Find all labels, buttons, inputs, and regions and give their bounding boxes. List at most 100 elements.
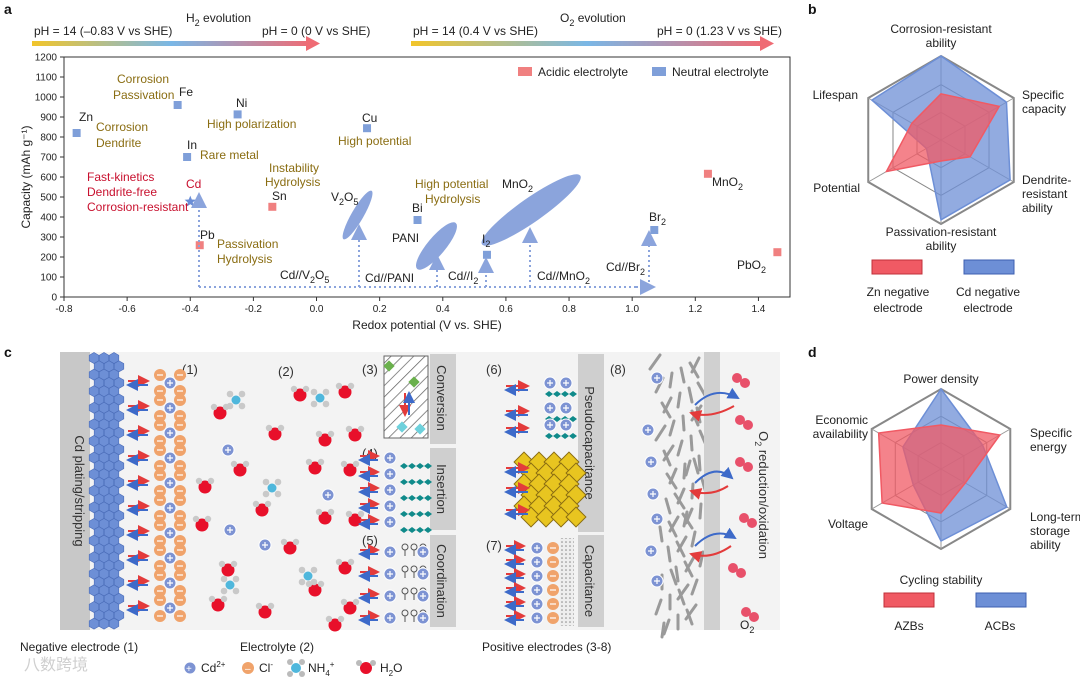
note-cd-3: Corrosion-resistant bbox=[87, 200, 189, 214]
x-tick-label: 0.6 bbox=[499, 304, 513, 315]
label-insertion: Insertion bbox=[434, 464, 449, 514]
note-sn-2: Hydrolysis bbox=[265, 175, 320, 189]
carbon-fiber bbox=[668, 515, 680, 533]
carbon-fiber bbox=[676, 583, 690, 601]
legend-acb: ACBs bbox=[985, 619, 1016, 633]
note-in: Rare metal bbox=[200, 148, 259, 162]
num-5: (5) bbox=[362, 533, 378, 548]
cd-hexagon-array bbox=[88, 352, 125, 630]
carbon-fiber bbox=[682, 510, 689, 528]
cell-cd-pani: Cd//PANI bbox=[365, 271, 414, 285]
x-tick-label: 0.0 bbox=[310, 304, 324, 315]
nh4-ion bbox=[231, 395, 241, 405]
label-o2-redox: O2 reduction/oxidation bbox=[753, 431, 771, 559]
neg-electrode-collector bbox=[60, 352, 90, 630]
o2-molecule bbox=[735, 457, 745, 467]
water-molecule bbox=[308, 461, 322, 475]
carbon-fiber bbox=[674, 565, 680, 583]
carbon-fiber bbox=[685, 608, 694, 626]
conversion-cyan-1 bbox=[396, 421, 408, 433]
radar-axis-label: Economic bbox=[815, 413, 868, 427]
legend-cd: Cd2+ bbox=[201, 660, 226, 675]
o2-gradient-bar bbox=[411, 41, 763, 46]
pseudocap-crystal bbox=[565, 506, 587, 528]
radar-axis-label: ability bbox=[926, 36, 957, 50]
carbon-fiber bbox=[677, 588, 686, 606]
label-br2: Br2 bbox=[649, 210, 666, 227]
note-cd-1: Fast-kinetics bbox=[87, 170, 154, 184]
label-pb: Pb bbox=[200, 228, 215, 242]
panel-c-letter: c bbox=[4, 344, 12, 360]
water-molecule bbox=[338, 385, 352, 399]
radar-axis-label: Lifespan bbox=[813, 88, 858, 102]
water-molecule bbox=[213, 406, 227, 420]
cd-hexagon bbox=[108, 617, 120, 630]
species-legend: + Cd2+ – Cl- NH4+ H2O bbox=[183, 659, 402, 677]
label-sn: Sn bbox=[272, 189, 287, 203]
legend-cd-icon bbox=[183, 661, 197, 675]
legend-cd-line2: electrode bbox=[963, 301, 1013, 315]
note-bi-1: High potential bbox=[415, 177, 488, 191]
num-4: (4) bbox=[362, 446, 378, 461]
h2-ph14: pH = 14 (–0.83 V vs SHE) bbox=[34, 24, 172, 38]
carbon-fiber bbox=[697, 454, 702, 472]
carbon-fiber bbox=[676, 535, 688, 553]
h2-gradient-bar bbox=[32, 41, 310, 46]
carbon-fiber bbox=[684, 507, 694, 525]
x-tick-label: -0.4 bbox=[182, 304, 200, 315]
carbon-fiber bbox=[669, 568, 678, 586]
o2-molecule bbox=[739, 513, 749, 523]
x-tick-label: -0.6 bbox=[119, 304, 137, 315]
y-tick-label: 1100 bbox=[35, 73, 57, 84]
y-tick-label: 100 bbox=[40, 273, 57, 284]
label-cd: Cd bbox=[186, 177, 201, 191]
svg-text:–: – bbox=[245, 664, 251, 675]
label-i2: I2 bbox=[482, 232, 490, 249]
x-tick-label: 0.4 bbox=[436, 304, 450, 315]
num-3: (3) bbox=[362, 362, 378, 377]
carbon-fiber bbox=[654, 424, 667, 442]
cell-cd-br2: Cd//Br2 bbox=[606, 260, 645, 277]
insertion-layers bbox=[358, 450, 432, 533]
h2-title: H bbox=[186, 11, 195, 25]
legend-cl-icon bbox=[242, 662, 254, 674]
note-pb-2: Hydrolysis bbox=[217, 252, 272, 266]
y-tick-label: 300 bbox=[40, 233, 57, 244]
carbon-fiber bbox=[690, 578, 699, 596]
x-tick-label: 0.2 bbox=[373, 304, 387, 315]
label-cu: Cu bbox=[362, 111, 377, 125]
carbon-fiber bbox=[660, 621, 666, 639]
carbon-fiber bbox=[666, 545, 672, 563]
carbon-fiber bbox=[668, 467, 678, 485]
positive-ion-rows bbox=[504, 376, 577, 626]
radar-axis-label: Potential bbox=[813, 181, 860, 195]
legend-cd-swatch bbox=[963, 259, 1015, 275]
legend-acidic-label: Acidic electrolyte bbox=[538, 65, 628, 79]
svg-text:H2 evolution: H2 evolution bbox=[186, 11, 251, 28]
o2-molecule bbox=[728, 563, 738, 573]
y-tick-label: 600 bbox=[40, 173, 57, 184]
o2-molecules bbox=[689, 373, 759, 622]
water-molecule bbox=[343, 463, 357, 477]
point-in bbox=[183, 153, 192, 161]
radar-axis-label: Corrosion-resistant bbox=[890, 22, 992, 36]
legend-h2o-icon bbox=[360, 662, 372, 674]
radar-axis-label: resistant bbox=[1022, 187, 1068, 201]
radar-axis-label: energy bbox=[1030, 440, 1067, 454]
watermark: 八数跨境 bbox=[24, 655, 88, 674]
carbon-fiber bbox=[676, 391, 682, 409]
radar-chart-b: Corrosion-resistantabilitySpecificcapaci… bbox=[813, 22, 1072, 253]
radar-axis-label: Cycling stability bbox=[900, 573, 983, 587]
neg-electrode-label: Cd plating/stripping bbox=[72, 435, 87, 546]
carbon-fiber bbox=[664, 497, 672, 515]
label-bi: Bi bbox=[412, 201, 423, 215]
label-pbo2: PbO2 bbox=[737, 258, 766, 275]
legend-azb: AZBs bbox=[894, 619, 923, 633]
cell-cd-v2o5: Cd//V2O5 bbox=[280, 268, 329, 285]
carbon-fiber bbox=[684, 603, 698, 621]
carbon-fiber bbox=[698, 502, 703, 520]
o2-small-label: O2 bbox=[740, 618, 754, 635]
o2-ph14: pH = 14 (0.4 V vs SHE) bbox=[413, 24, 538, 38]
h2-arrow-head bbox=[306, 36, 320, 51]
